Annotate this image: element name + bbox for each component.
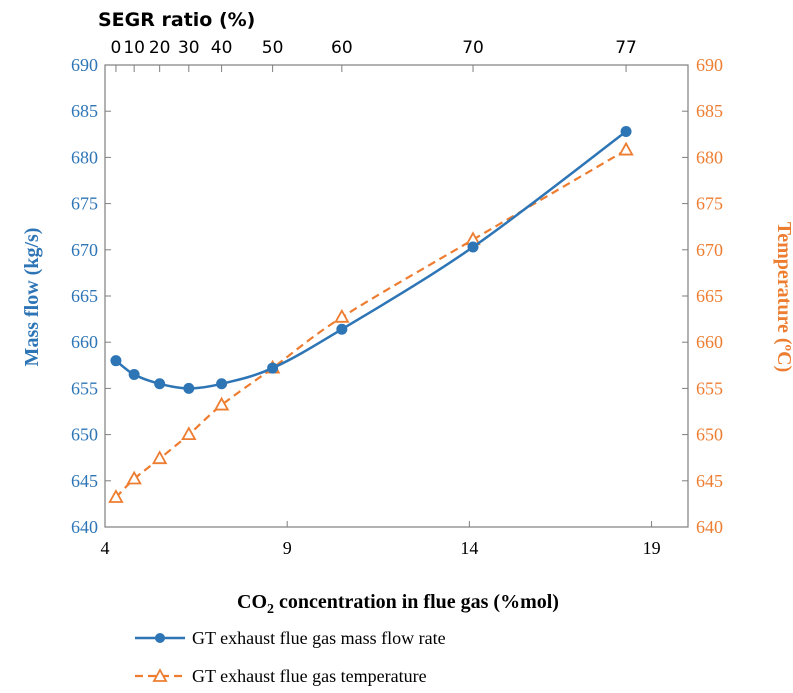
y-left-tick-label: 660 — [71, 332, 98, 352]
x-axis-label: CO2 concentration in flue gas (%mol) — [237, 591, 559, 617]
y-axis-right-label: Temperature (ºC) — [773, 222, 793, 372]
y-right-tick-label: 660 — [696, 332, 723, 352]
y-left-tick-label: 675 — [71, 194, 98, 214]
top-axis-tick-label: 50 — [262, 38, 284, 58]
mass-flow-point — [216, 378, 228, 390]
y-right-tick-label: 675 — [696, 194, 723, 214]
mass-flow-point — [267, 362, 279, 374]
y-right-tick-label: 640 — [696, 517, 723, 537]
temperature-point — [126, 470, 142, 485]
top-axis-tick-label: 30 — [178, 38, 200, 58]
x-tick-label: 4 — [101, 538, 110, 558]
y-axis-left-label: Mass flow (kg/s) — [21, 228, 43, 367]
y-left-tick-label: 680 — [71, 147, 98, 167]
y-right-tick-label: 670 — [696, 240, 723, 260]
top-axis-title: SEGR ratio (%) — [98, 9, 255, 31]
y-left-tick-label: 655 — [71, 378, 98, 398]
y-right-tick-label: 655 — [696, 378, 723, 398]
x-axis-label-rest: concentration in flue gas (%mol) — [274, 591, 559, 613]
legend-label-mass-flow: GT exhaust flue gas mass flow rate — [192, 628, 446, 648]
x-axis-label-sub: 2 — [267, 602, 274, 617]
x-tick-label: 14 — [460, 538, 478, 558]
temperature-point — [618, 141, 634, 156]
top-axis-tick-label: 10 — [123, 38, 145, 58]
y-left-tick-label: 685 — [71, 101, 98, 121]
legend-marker-circle — [155, 633, 165, 643]
axis-ticks: 640 645 650 655 660 665 670 675 680 685 690 640 645 6… — [71, 38, 723, 558]
mass-flow-point — [154, 378, 166, 390]
y-left-tick-label: 670 — [71, 240, 98, 260]
legend: GT exhaust flue gas mass flow rate GT ex… — [135, 628, 446, 686]
top-axis-tick-label: 77 — [615, 38, 637, 58]
mass-flow-point — [183, 382, 195, 394]
y-right-tick-label: 665 — [696, 286, 723, 306]
mass-flow-point — [128, 369, 140, 381]
series-layer — [108, 126, 634, 503]
top-axis-tick-label: 20 — [149, 38, 171, 58]
mass-flow-point — [620, 126, 632, 138]
x-axis-label-main: CO — [237, 591, 267, 613]
temperature-point — [181, 426, 197, 441]
mass-flow-point — [110, 355, 122, 367]
top-axis-tick-label: 40 — [211, 38, 233, 58]
legend-label-temperature: GT exhaust flue gas temperature — [192, 666, 427, 686]
legend-marker-triangle — [152, 668, 168, 682]
mass-flow-point — [467, 241, 479, 253]
series-line-temperature — [115, 149, 627, 499]
x-tick-label: 9 — [283, 538, 292, 558]
top-axis-tick-label: 0 — [111, 38, 122, 58]
legend-item-mass-flow: GT exhaust flue gas mass flow rate — [135, 628, 446, 648]
top-axis-tick-label: 70 — [462, 38, 484, 58]
y-left-tick-label: 665 — [71, 286, 98, 306]
top-axis-tick-label: 60 — [331, 38, 353, 58]
temperature-point — [334, 308, 350, 323]
y-left-tick-label: 640 — [71, 517, 98, 537]
y-left-tick-label: 650 — [71, 425, 98, 445]
y-left-tick-label: 690 — [71, 55, 98, 75]
temperature-point — [151, 450, 168, 465]
temperature-point — [213, 396, 230, 411]
y-right-tick-label: 685 — [696, 101, 723, 121]
mass-flow-point — [336, 323, 348, 335]
y-right-tick-label: 680 — [696, 147, 723, 167]
x-tick-label: 19 — [643, 538, 661, 558]
y-left-tick-label: 645 — [71, 471, 98, 491]
temperature-point — [108, 489, 124, 503]
legend-item-temperature: GT exhaust flue gas temperature — [135, 666, 427, 686]
y-right-tick-label: 650 — [696, 425, 723, 445]
series-line-mass-flow — [115, 130, 627, 390]
y-right-tick-label: 645 — [696, 471, 723, 491]
y-right-tick-label: 690 — [696, 55, 723, 75]
